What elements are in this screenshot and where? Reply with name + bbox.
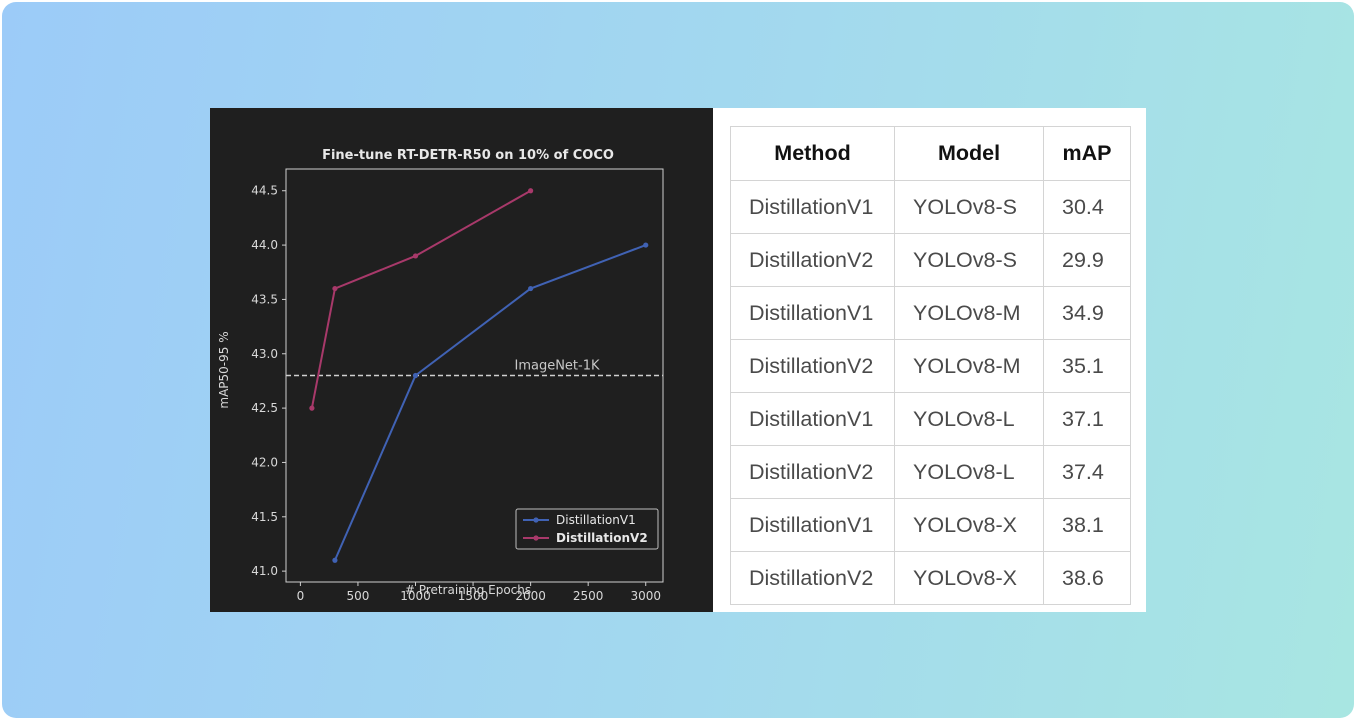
data-point xyxy=(528,188,534,194)
table-row: DistillationV1 YOLOv8-L 37.1 xyxy=(730,392,1131,446)
header-map: mAP xyxy=(1043,126,1131,181)
y-tick-label: 44.0 xyxy=(251,238,278,252)
cell-method: DistillationV2 xyxy=(730,551,895,605)
series-line xyxy=(310,189,532,409)
legend-box xyxy=(515,508,659,550)
cell-map: 34.9 xyxy=(1043,286,1131,340)
cell-method: DistillationV1 xyxy=(730,392,895,446)
x-tick-label: 2500 xyxy=(573,589,604,603)
cell-map: 29.9 xyxy=(1043,233,1131,287)
chart-title: Fine-tune RT-DETR-R50 on 10% of COCO xyxy=(322,148,614,163)
header-method: Method xyxy=(730,126,895,181)
cell-map: 37.1 xyxy=(1043,392,1131,446)
cell-model: YOLOv8-X xyxy=(894,551,1044,605)
cell-model: YOLOv8-L xyxy=(894,445,1044,499)
table-row: DistillationV1 YOLOv8-X 38.1 xyxy=(730,498,1131,552)
table-row: DistillationV1 YOLOv8-M 34.9 xyxy=(730,286,1131,340)
cell-map: 37.4 xyxy=(1043,445,1131,499)
x-tick-label: 1000 xyxy=(400,589,431,603)
data-point xyxy=(412,372,419,379)
table-row: DistillationV1 YOLOv8-S 30.4 xyxy=(730,180,1131,234)
cell-model: YOLOv8-M xyxy=(894,286,1044,340)
reference-line-label: ImageNet-1K xyxy=(514,359,599,374)
data-point xyxy=(332,557,338,563)
cell-map: 38.6 xyxy=(1043,551,1131,605)
cell-model: YOLOv8-L xyxy=(894,392,1044,446)
y-tick-label: 43.5 xyxy=(251,292,278,306)
cell-method: DistillationV2 xyxy=(730,445,895,499)
y-axis-label: mAP50-95 % xyxy=(217,331,231,408)
x-tick-label: 1500 xyxy=(458,589,489,603)
cell-method: DistillationV2 xyxy=(730,233,895,287)
x-axis-label: # Pretraining Epochs xyxy=(405,583,531,597)
data-point xyxy=(412,253,419,259)
y-tick-label: 41.0 xyxy=(251,564,278,578)
legend: DistillationV1 DistillationV2 xyxy=(515,508,659,550)
cell-method: DistillationV1 xyxy=(730,498,895,552)
table-header-row: Method Model mAP xyxy=(730,126,1131,181)
legend-label: DistillationV1 xyxy=(556,513,636,527)
y-tick-label: 43.0 xyxy=(251,347,278,361)
data-point xyxy=(309,405,315,411)
y-tick-label: 42.5 xyxy=(251,401,278,415)
cell-method: DistillationV1 xyxy=(730,180,895,234)
cell-map: 30.4 xyxy=(1043,180,1131,234)
table-row: DistillationV2 YOLOv8-S 29.9 xyxy=(730,233,1131,287)
data-point xyxy=(528,285,534,292)
data-point xyxy=(643,242,649,248)
table-panel: Method Model mAP DistillationV1 YOLOv8-S… xyxy=(713,108,1146,612)
cell-model: YOLOv8-M xyxy=(894,339,1044,393)
cell-model: YOLOv8-X xyxy=(894,498,1044,552)
x-tick-label: 500 xyxy=(346,589,369,603)
y-tick-label: 42.0 xyxy=(251,455,278,469)
legend-swatch-marker xyxy=(533,517,539,523)
table-row: DistillationV2 YOLOv8-M 35.1 xyxy=(730,339,1131,393)
header-model: Model xyxy=(894,126,1044,181)
x-tick-label: 0 xyxy=(297,589,305,603)
cell-map: 38.1 xyxy=(1043,498,1131,552)
cell-method: DistillationV2 xyxy=(730,339,895,393)
results-table: Method Model mAP DistillationV1 YOLOv8-S… xyxy=(730,126,1131,605)
chart-panel: Fine-tune RT-DETR-R50 on 10% of COCO 0 50… xyxy=(210,108,713,612)
cell-method: DistillationV1 xyxy=(730,286,895,340)
y-tick-label: 44.5 xyxy=(251,184,278,198)
legend-label: DistillationV2 xyxy=(556,531,648,545)
table-row: DistillationV2 YOLOv8-L 37.4 xyxy=(730,445,1131,499)
table-row: DistillationV2 YOLOv8-X 38.6 xyxy=(730,551,1131,605)
cell-model: YOLOv8-S xyxy=(894,180,1044,234)
series-line xyxy=(334,244,647,561)
x-tick-label: 3000 xyxy=(630,589,661,603)
line-chart: Fine-tune RT-DETR-R50 on 10% of COCO 0 50… xyxy=(217,148,664,603)
x-tick-label: 2000 xyxy=(515,589,546,603)
cell-map: 35.1 xyxy=(1043,339,1131,393)
data-point xyxy=(332,285,338,292)
legend-swatch-marker xyxy=(533,535,539,541)
y-tick-label: 41.5 xyxy=(251,510,278,524)
cell-model: YOLOv8-S xyxy=(894,233,1044,287)
